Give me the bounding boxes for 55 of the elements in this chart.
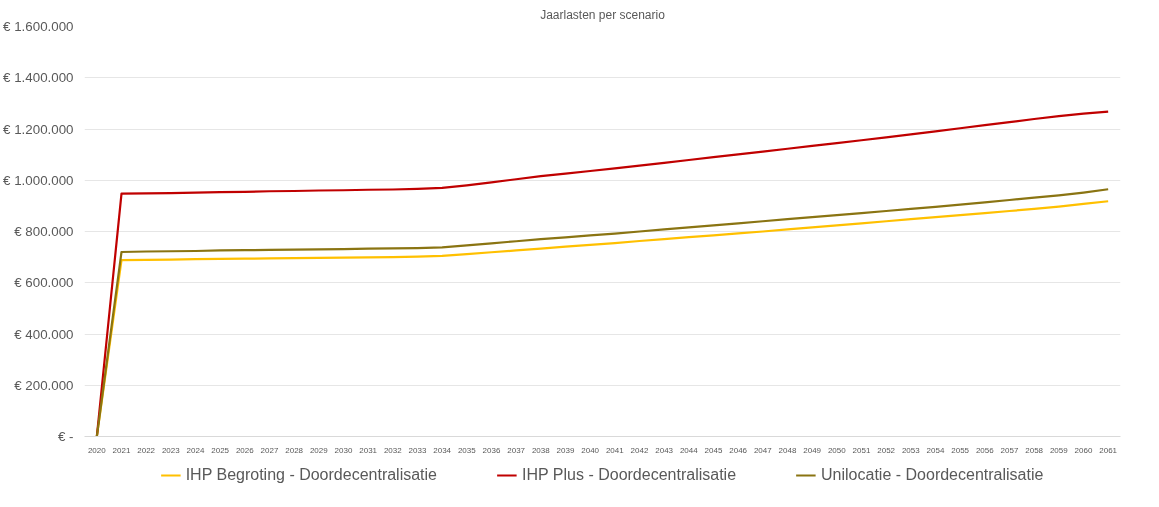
x-tick-label: 2058 (1025, 445, 1044, 455)
y-tick-label: € 800.000 (14, 224, 74, 239)
x-tick-label: 2057 (1000, 445, 1019, 455)
x-tick-label: 2035 (457, 445, 477, 455)
x-tick-label: 2060 (1074, 445, 1093, 455)
x-tick-label: 2041 (605, 445, 625, 455)
x-tick-label: 2055 (951, 445, 970, 455)
x-tick-label: 2033 (408, 445, 427, 455)
x-tick-label: 2038 (531, 445, 551, 455)
x-tick-label: 2048 (778, 445, 797, 455)
x-tick-label: 2061 (1099, 445, 1118, 455)
y-tick-label: € 1.600.000 (3, 19, 74, 34)
y-tick-label: € 1.400.000 (3, 70, 74, 86)
x-tick-label: 2049 (803, 445, 822, 455)
y-tick-label: € 400.000 (14, 326, 74, 342)
x-tick-label: 2045 (704, 445, 723, 455)
x-tick-label: 2037 (507, 445, 526, 455)
x-tick-label: 2024 (186, 445, 205, 455)
x-tick-label: 2022 (137, 445, 156, 455)
x-tick-label: 2032 (383, 445, 403, 455)
x-tick-label: 2025 (211, 445, 230, 455)
x-tick-label: 2053 (901, 445, 921, 455)
x-tick-label: 2043 (655, 445, 674, 455)
x-tick-label: 2052 (877, 445, 896, 455)
x-tick-label: 2020 (87, 445, 107, 455)
x-tick-label: 2030 (334, 445, 353, 455)
x-tick-label: 2026 (235, 445, 255, 455)
x-tick-label: 2051 (852, 445, 871, 455)
x-tick-label: 2031 (359, 445, 378, 455)
y-tick-label: € 1.000.000 (3, 172, 74, 188)
x-tick-label: 2054 (926, 445, 945, 455)
x-tick-label: 2027 (260, 445, 279, 455)
x-tick-label: 2021 (112, 445, 131, 455)
y-tick-label: € 200.000 (14, 377, 74, 393)
x-tick-label: 2059 (1049, 445, 1069, 455)
x-tick-label: 2046 (729, 445, 748, 455)
chart-title: Jaarlasten per scenario (540, 7, 666, 22)
x-tick-label: 2036 (482, 445, 501, 455)
x-tick-label: 2034 (433, 445, 452, 455)
x-tick-label: 2039 (556, 445, 575, 455)
x-tick-label: 2023 (161, 445, 181, 455)
y-tick-label: € 600.000 (14, 275, 74, 291)
legend-label: IHP Begroting - Doordecentralisatie (185, 466, 438, 484)
x-tick-label: 2042 (630, 445, 649, 455)
x-tick-label: 2028 (285, 445, 304, 455)
x-tick-label: 2040 (581, 445, 600, 455)
y-tick-label: € 1.200.000 (3, 121, 74, 137)
y-tick-label: € - (57, 429, 74, 444)
x-tick-label: 2050 (827, 445, 847, 455)
x-tick-label: 2047 (753, 445, 773, 455)
legend-label: IHP Plus - Doordecentralisatie (522, 466, 737, 484)
legend-label: Unilocatie - Doordecentralisatie (821, 466, 1044, 484)
x-tick-label: 2044 (679, 445, 699, 455)
x-tick-label: 2029 (309, 445, 329, 455)
x-tick-label: 2056 (975, 445, 995, 455)
